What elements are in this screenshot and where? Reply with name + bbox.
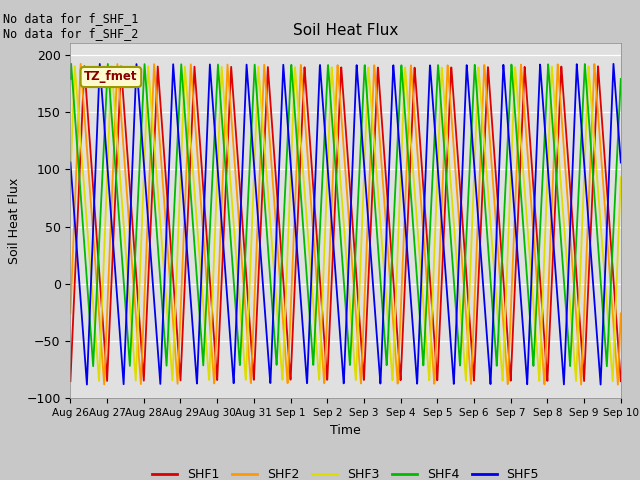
SHF2 [129,279,137,285]
SHF2 [162,224,170,230]
Text: No data for f_SHF_1
No data for f_SHF_2: No data for f_SHF_1 No data for f_SHF_2 [3,12,139,40]
SHF1 [617,378,625,384]
SHF1 [81,63,88,69]
SHF1 [278,255,285,261]
SHF1 [67,378,74,384]
SHF4 [67,61,75,67]
SHF2 [606,276,614,282]
Title: Soil Heat Flux: Soil Heat Flux [293,23,398,38]
SHF1 [129,234,137,240]
Y-axis label: Soil Heat Flux: Soil Heat Flux [8,178,20,264]
SHF5 [67,160,74,166]
SHF2 [614,382,621,387]
SHF5 [606,144,614,149]
SHF4 [617,76,625,82]
SHF3 [162,295,170,301]
Line: SHF4: SHF4 [70,64,621,366]
SHF1 [162,178,170,184]
SHF4 [603,363,611,369]
SHF1 [606,231,614,237]
Line: SHF1: SHF1 [70,66,621,381]
Line: SHF5: SHF5 [70,64,621,384]
SHF5 [278,105,285,111]
X-axis label: Time: Time [330,424,361,437]
SHF3 [301,200,309,206]
SHF5 [547,204,554,210]
Line: SHF3: SHF3 [70,66,621,381]
Text: TZ_fmet: TZ_fmet [84,71,138,84]
SHF5 [596,382,604,387]
SHF4 [278,260,285,265]
SHF1 [547,300,555,306]
SHF2 [547,227,555,232]
SHF3 [609,378,616,384]
SHF5 [129,143,137,149]
SHF3 [278,367,285,373]
SHF3 [67,174,74,180]
SHF2 [77,61,84,67]
SHF4 [129,291,137,297]
SHF3 [617,174,625,180]
SHF2 [617,311,625,316]
SHF4 [547,98,555,104]
SHF2 [67,311,74,316]
SHF3 [547,87,555,93]
SHF5 [162,243,170,249]
SHF4 [301,256,309,262]
Line: SHF2: SHF2 [70,64,621,384]
SHF2 [301,125,309,131]
SHF2 [278,300,285,306]
SHF1 [301,77,309,83]
SHF4 [162,356,170,362]
SHF5 [610,61,618,67]
SHF5 [301,358,309,364]
SHF4 [67,76,74,82]
SHF4 [607,292,614,298]
SHF3 [71,63,79,69]
SHF3 [129,348,137,353]
SHF3 [606,345,614,350]
Legend: SHF1, SHF2, SHF3, SHF4, SHF5: SHF1, SHF2, SHF3, SHF4, SHF5 [147,463,544,480]
SHF5 [617,160,625,166]
